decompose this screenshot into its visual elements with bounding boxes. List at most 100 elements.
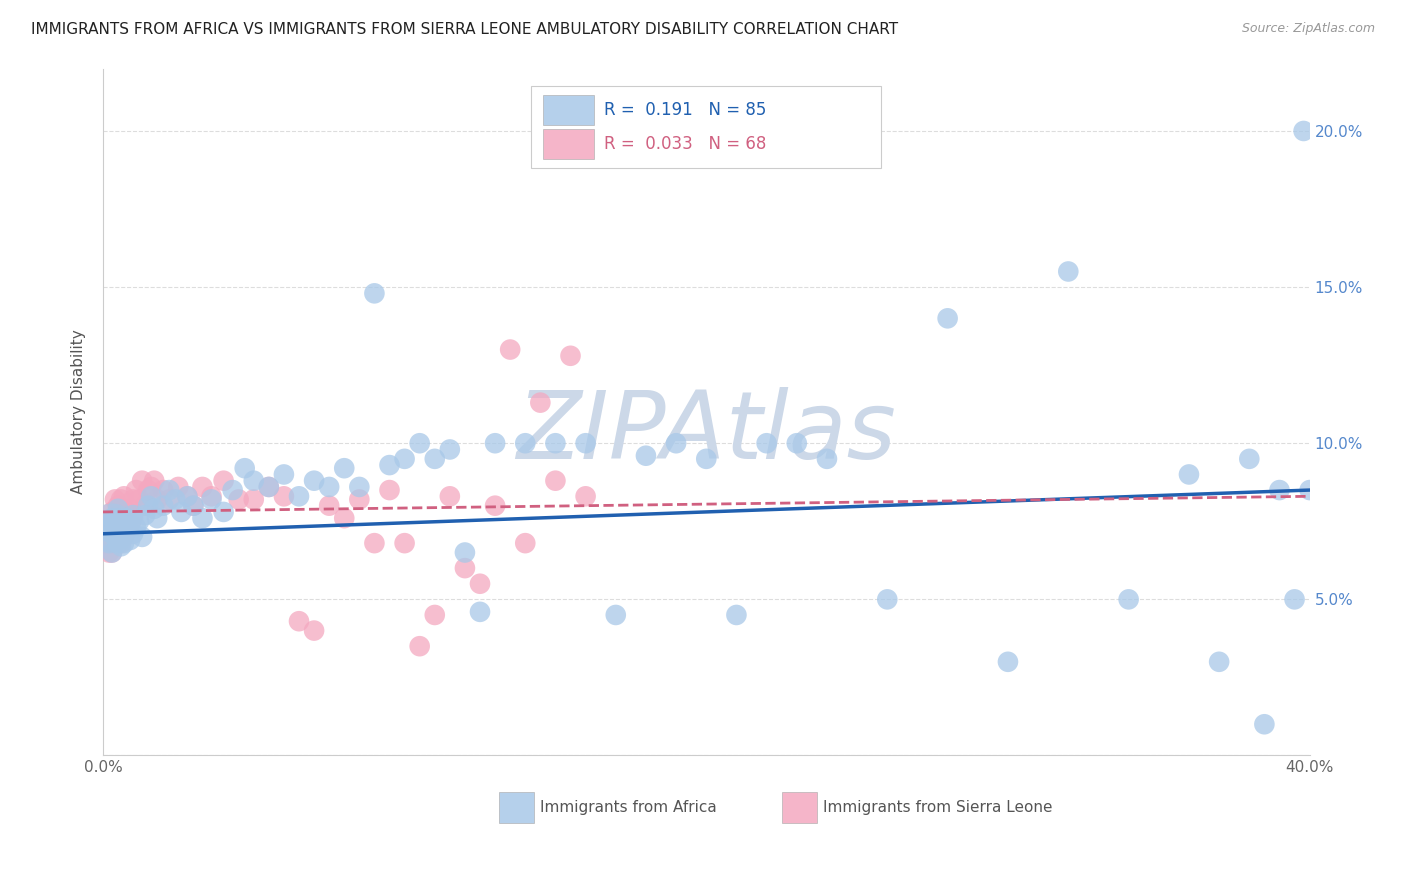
Point: [575, 489, 598, 503]
Point: [394, 536, 416, 550]
Point: [936, 311, 959, 326]
Point: [529, 395, 551, 409]
Point: [97, 545, 120, 559]
Point: [112, 530, 135, 544]
Point: [544, 436, 567, 450]
Point: [288, 489, 311, 503]
Point: [94, 514, 117, 528]
Point: [112, 524, 135, 538]
Point: [468, 576, 491, 591]
Point: [454, 561, 477, 575]
Point: [143, 474, 166, 488]
Point: [122, 492, 145, 507]
Point: [1208, 655, 1230, 669]
Point: [125, 483, 148, 497]
Point: [157, 483, 180, 497]
Point: [165, 492, 187, 507]
Point: [468, 605, 491, 619]
Point: [273, 467, 295, 482]
Point: [134, 508, 156, 522]
Point: [112, 514, 135, 528]
Point: [122, 511, 145, 525]
Point: [454, 545, 477, 559]
Point: [134, 499, 156, 513]
Point: [115, 524, 138, 538]
Point: [104, 492, 127, 507]
Point: [333, 461, 356, 475]
Point: [273, 489, 295, 503]
Point: [97, 536, 120, 550]
Point: [408, 639, 430, 653]
Point: [112, 536, 135, 550]
Point: [101, 545, 124, 559]
Point: [755, 436, 778, 450]
Point: [228, 492, 250, 507]
Point: [695, 451, 717, 466]
Point: [131, 530, 153, 544]
Point: [125, 520, 148, 534]
Point: [257, 480, 280, 494]
Point: [136, 499, 159, 513]
Point: [107, 511, 129, 525]
Point: [110, 539, 132, 553]
Point: [183, 499, 205, 513]
Y-axis label: Ambulatory Disability: Ambulatory Disability: [72, 330, 86, 494]
Point: [167, 480, 190, 494]
Point: [101, 517, 124, 532]
Point: [1118, 592, 1140, 607]
Point: [107, 533, 129, 547]
Point: [665, 436, 688, 450]
Point: [112, 489, 135, 503]
Point: [318, 499, 340, 513]
Point: [378, 483, 401, 497]
Point: [141, 489, 163, 503]
Point: [115, 511, 138, 525]
Point: [363, 536, 385, 550]
Point: [1253, 717, 1275, 731]
Point: [110, 530, 132, 544]
Point: [200, 492, 222, 507]
Point: [146, 511, 169, 525]
Point: [408, 436, 430, 450]
FancyBboxPatch shape: [531, 86, 882, 168]
FancyBboxPatch shape: [543, 95, 595, 125]
Point: [575, 436, 598, 450]
Text: Immigrants from Sierra Leone: Immigrants from Sierra Leone: [824, 799, 1053, 814]
Point: [104, 530, 127, 544]
Point: [1057, 264, 1080, 278]
Point: [349, 492, 371, 507]
Point: [110, 492, 132, 507]
Point: [120, 533, 142, 547]
Point: [333, 511, 356, 525]
Point: [363, 286, 385, 301]
Point: [176, 489, 198, 503]
Point: [107, 536, 129, 550]
Point: [146, 492, 169, 507]
Point: [122, 526, 145, 541]
Point: [170, 505, 193, 519]
Point: [107, 508, 129, 522]
Point: [97, 517, 120, 532]
Point: [786, 436, 808, 450]
Point: [112, 508, 135, 522]
FancyBboxPatch shape: [499, 792, 534, 823]
Point: [101, 536, 124, 550]
Point: [318, 480, 340, 494]
Point: [1239, 451, 1261, 466]
Point: [605, 607, 627, 622]
Point: [997, 655, 1019, 669]
Point: [1298, 483, 1320, 497]
Point: [128, 514, 150, 528]
Point: [136, 483, 159, 497]
Point: [128, 492, 150, 507]
Point: [378, 458, 401, 472]
Point: [484, 499, 506, 513]
Point: [212, 505, 235, 519]
FancyBboxPatch shape: [543, 129, 595, 159]
Point: [423, 451, 446, 466]
Point: [191, 511, 214, 525]
Point: [101, 505, 124, 519]
Point: [725, 607, 748, 622]
Point: [143, 501, 166, 516]
Point: [101, 511, 124, 525]
